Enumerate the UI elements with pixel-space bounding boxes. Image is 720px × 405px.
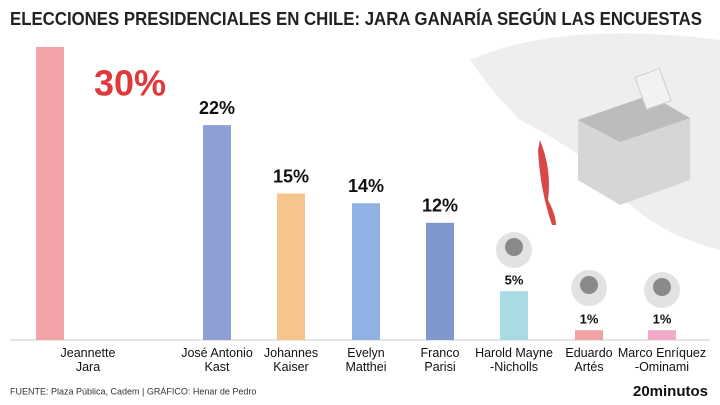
value-label: 30% [94, 63, 166, 104]
chart-title: ELECCIONES PRESIDENCIALES EN CHILE: JARA… [10, 8, 702, 29]
value-label: 1% [653, 312, 672, 327]
avatar-head [653, 278, 671, 296]
bar [203, 125, 231, 340]
bar [575, 330, 603, 340]
value-label: 12% [422, 196, 458, 216]
value-label: 1% [580, 312, 599, 327]
x-tick-label: Johannes Kaiser [263, 346, 319, 374]
bar [36, 47, 64, 340]
value-label: 22% [199, 98, 235, 118]
value-label: 5% [505, 273, 524, 288]
x-tick-label: Franco Parisi [420, 346, 460, 374]
bar [277, 193, 305, 340]
x-tick-label: José Antonio Kast [181, 346, 253, 374]
x-tick-label: Marco Enríquez -Ominami [617, 346, 707, 374]
bar [352, 203, 380, 340]
value-label: 14% [348, 176, 384, 196]
x-tick-label: Harold Mayne -Nicholls [475, 346, 553, 374]
x-tick-label: Eduardo Artés [565, 346, 613, 374]
avatar-head [580, 276, 598, 294]
x-tick-label: Evelyn Matthei [345, 346, 387, 374]
bar [500, 291, 528, 340]
bar [426, 222, 454, 340]
value-label: 15% [273, 166, 309, 186]
ballot-box-top [578, 95, 690, 142]
avatar-head [505, 238, 523, 256]
chile-map [538, 140, 556, 225]
x-tick-label: Jeannette Jara [60, 346, 116, 374]
bar [648, 330, 676, 340]
source: FUENTE: Plaza Pública, Cadem | GRÁFICO: … [10, 386, 256, 396]
ballot [634, 67, 672, 111]
logo: 20minutos [633, 383, 708, 400]
